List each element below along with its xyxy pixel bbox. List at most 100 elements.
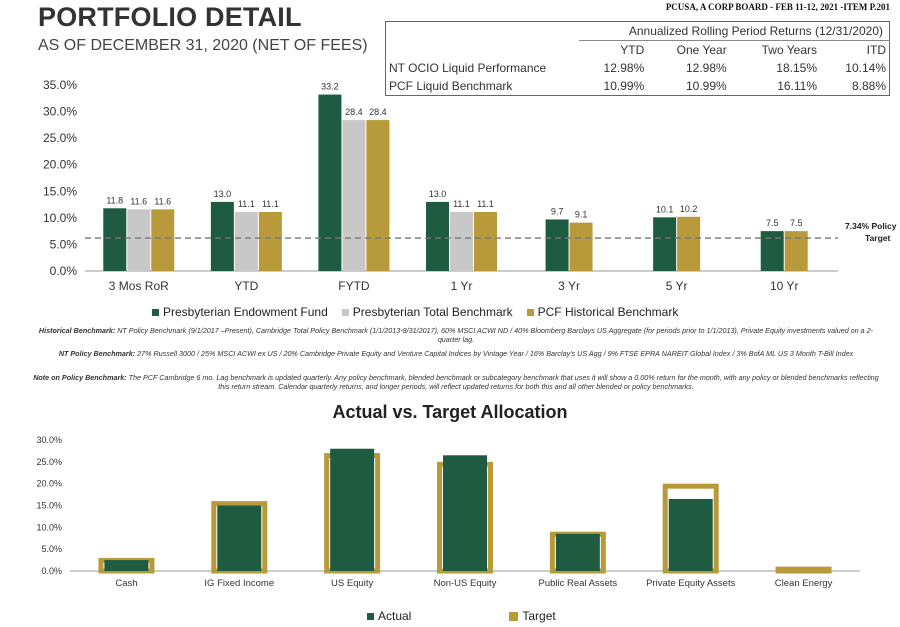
page-subtitle: AS OF DECEMBER 31, 2020 (NET OF FEES): [38, 37, 368, 54]
allocation-bar-chart: 30.0% 25.0% 20.0% 15.0% 10.0% 5.0% 0.0% Cash IG …: [36, 435, 860, 589]
column-header: Two Years: [761, 43, 817, 57]
legend-swatch: [509, 611, 519, 621]
note-label: Historical Benchmark:: [38, 326, 116, 335]
actual-bar: [443, 455, 487, 571]
x-tick-label: Private Equity Assets: [646, 578, 735, 589]
table-cell: 16.11%: [777, 79, 817, 93]
column-header: YTD: [620, 43, 645, 57]
legend-label: Presbyterian Endowment Fund: [163, 305, 328, 319]
bar: [450, 212, 473, 271]
bar: [426, 201, 449, 271]
legend-swatch: [341, 308, 349, 316]
bar: [760, 231, 784, 271]
bar: [210, 201, 234, 271]
y-tick-label: 20.0%: [43, 158, 77, 172]
chart-legend: Presbyterian Endowment Fund Presbyterian…: [152, 305, 678, 319]
note-text: The PCF Cambridge 6 mo. Lag benchmark is…: [128, 373, 879, 391]
table-cell: 12.98%: [603, 61, 645, 75]
y-tick-label: 25.0%: [43, 131, 77, 145]
x-tick-label: Cash: [115, 578, 137, 589]
bar: [366, 120, 390, 272]
legend-item: Presbyterian Total Benchmark: [341, 305, 513, 319]
y-tick-label: 10.0%: [36, 522, 62, 532]
legend-label: Actual: [378, 609, 412, 623]
bar-value-label: 11.1: [238, 199, 255, 209]
bar-value-label: 13.0: [214, 189, 232, 199]
table-cell: 10.14%: [845, 61, 886, 75]
bar: [653, 217, 677, 271]
policy-target-label: 7.34% Policy: [845, 221, 897, 231]
bar: [784, 231, 808, 271]
bar-value-label: 10.1: [656, 204, 674, 214]
bar: [677, 216, 701, 271]
returns-table-caption: Annualized Rolling Period Returns (12/31…: [578, 21, 890, 41]
bar: [318, 94, 342, 272]
note-text: 27% Russell 3000 / 25% MSCI ACWI ex US /…: [137, 349, 854, 358]
bar: [569, 222, 593, 271]
x-tick-label: 3 Yr: [558, 279, 580, 293]
note-label: NT Policy Benchmark:: [58, 349, 136, 358]
note-policy-benchmark: Note on Policy Benchmark: The PCF Cambri…: [30, 373, 882, 391]
allocation-legend: Actual Target: [367, 609, 556, 623]
table-cell: 10.99%: [686, 79, 727, 93]
actual-bar: [555, 533, 600, 571]
legend-item: Target: [509, 609, 556, 623]
y-tick-label: 0.0%: [50, 264, 78, 278]
x-tick-label: 3 Mos RoR: [109, 279, 169, 293]
x-tick-label: 1 Yr: [451, 279, 473, 293]
legend-swatch: [526, 308, 534, 316]
bar: [234, 212, 258, 271]
y-tick-label: 15.0%: [36, 501, 62, 511]
y-tick-label: 0.0%: [41, 566, 62, 576]
y-tick-label: 30.0%: [36, 435, 62, 445]
table-cell: 8.88%: [851, 79, 886, 93]
legend-item: Presbyterian Endowment Fund: [152, 305, 328, 319]
row-name: NT OCIO Liquid Performance: [389, 61, 547, 75]
bar-value-label: 9.1: [575, 210, 588, 220]
table-cell: 18.15%: [776, 61, 817, 75]
column-header: One Year: [676, 43, 727, 57]
bar-value-label: 11.6: [154, 196, 171, 206]
x-tick-label: YTD: [234, 279, 258, 293]
bar-value-label: 7.5: [766, 218, 779, 228]
bar-value-label: 11.6: [130, 196, 147, 206]
y-tick-label: 5.0%: [50, 237, 78, 251]
y-tick-label: 25.0%: [36, 457, 62, 467]
note-historical-benchmark: Historical Benchmark: NT Policy Benchmar…: [30, 326, 882, 344]
page-title: PORTFOLIO DETAIL: [38, 2, 302, 32]
legend-item: PCF Historical Benchmark: [526, 305, 678, 319]
document-reference: PCUSA, A CORP BOARD - FEB 11-12, 2021 -I…: [665, 2, 890, 12]
x-tick-label: IG Fixed Income: [204, 578, 274, 589]
bar: [151, 209, 175, 271]
y-tick-label: 5.0%: [41, 544, 62, 554]
x-tick-label: 10 Yr: [770, 279, 798, 293]
actual-bar: [330, 448, 375, 571]
target-bar: [775, 566, 832, 574]
y-tick-label: 30.0%: [43, 105, 77, 119]
note-nt-policy-benchmark: NT Policy Benchmark: 27% Russell 3000 / …: [30, 349, 882, 358]
actual-bar: [668, 498, 713, 571]
bar-value-label: 11.1: [453, 199, 470, 209]
y-tick-label: 15.0%: [43, 184, 77, 198]
table-cell: 10.99%: [603, 79, 645, 93]
bar-value-label: 13.0: [429, 189, 447, 199]
actual-bar: [104, 560, 149, 571]
bar-value-label: 33.2: [321, 82, 339, 92]
table-cell: 12.98%: [686, 61, 727, 75]
bar: [545, 219, 569, 271]
bar-value-label: 9.7: [551, 206, 564, 216]
returns-bar-chart: 35.0% 30.0% 25.0% 20.0% 15.0% 10.0% 5.0% 0.0% 3 …: [43, 78, 897, 293]
bar-value-label: 28.4: [369, 107, 387, 117]
legend-label: Presbyterian Total Benchmark: [352, 305, 513, 319]
legend-swatch: [152, 308, 159, 316]
bar-value-label: 11.1: [477, 199, 494, 209]
table-row: NT OCIO Liquid Performance 12.98% 12.98%…: [386, 59, 890, 77]
y-tick-label: 35.0%: [43, 78, 77, 92]
bar: [258, 212, 282, 271]
note-text: NT Policy Benchmark (9/1/2017 –Present),…: [117, 326, 874, 344]
actual-bar: [217, 505, 262, 571]
column-header: ITD: [866, 43, 886, 57]
row-name: PCF Liquid Benchmark: [389, 79, 513, 93]
returns-table: Annualized Rolling Period Returns (12/31…: [385, 21, 890, 96]
bar: [474, 212, 497, 271]
